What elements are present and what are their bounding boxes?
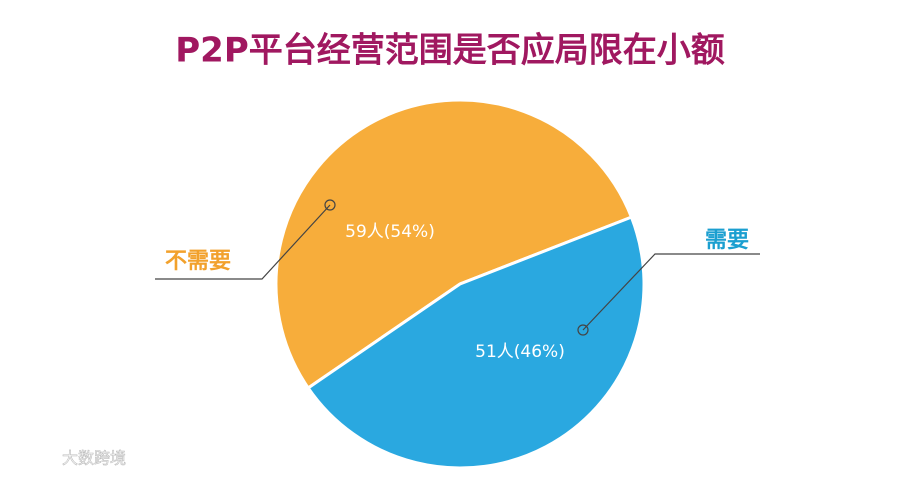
leader-line <box>582 253 760 331</box>
chart-title: P2P平台经营范围是否应局限在小额 <box>175 31 725 71</box>
pie-slice <box>274 98 634 391</box>
leader-dot <box>324 199 336 211</box>
pie-slice <box>306 215 646 470</box>
data-label: 59人(54%) <box>345 222 435 242</box>
legend-label: 不需要 <box>165 249 231 274</box>
watermark: 大数跨境 <box>62 449 126 468</box>
legend-label: 需要 <box>705 228 749 253</box>
leader-line <box>155 204 331 280</box>
leader-dot <box>577 324 589 336</box>
data-label: 51人(46%) <box>475 342 565 362</box>
